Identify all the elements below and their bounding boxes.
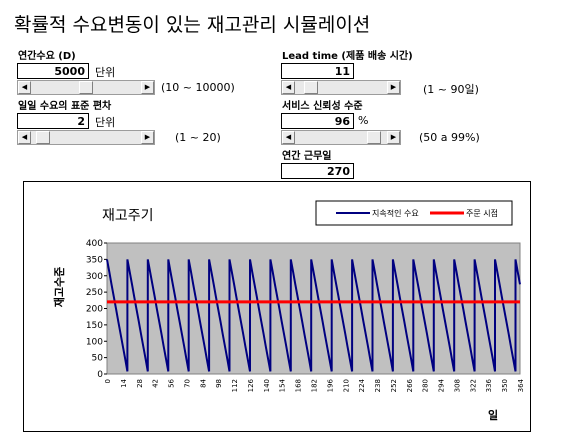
x-tick-label: 210 — [342, 379, 350, 392]
x-tick-label: 42 — [152, 379, 160, 388]
daily-sd-unit: 단위 — [95, 116, 116, 129]
x-tick-label: 350 — [501, 379, 509, 392]
lead-time-range: (1 ~ 90일) — [423, 83, 479, 96]
x-tick-label: 238 — [374, 379, 382, 392]
lead-time-label: Lead time (제품 배송 시간) — [282, 51, 413, 62]
scroll-right-icon[interactable]: ▶ — [141, 131, 154, 144]
y-tick-label: 350 — [86, 255, 103, 265]
y-tick-label: 300 — [86, 272, 103, 282]
x-tick-label: 28 — [136, 379, 144, 388]
x-tick-label: 322 — [469, 379, 477, 392]
x-tick-label: 140 — [263, 379, 271, 392]
y-tick-label: 50 — [92, 354, 104, 364]
inventory-chart-svg: 0 50 100 150 200 250 300 350 400 0 14 28 42 56 70 84 98… — [52, 200, 525, 422]
scroll-left-icon[interactable]: ◀ — [282, 131, 295, 144]
y-tick-label: 0 — [97, 370, 103, 380]
work-days-field[interactable]: 270 — [281, 163, 354, 179]
y-axis-label: 재고수준 — [52, 267, 66, 307]
work-days-label: 연간 근무일 — [282, 151, 332, 162]
annual-demand-label: 연간수요 (D) — [18, 51, 76, 62]
service-level-unit: % — [358, 114, 369, 127]
y-tick-label: 400 — [86, 239, 103, 249]
service-level-range: (50 a 99%) — [419, 131, 480, 144]
service-level-scrollbar[interactable]: ◀ ▶ — [281, 130, 401, 145]
x-axis-label: 일 — [488, 408, 498, 422]
x-tick-label: 168 — [295, 379, 303, 392]
y-tick-label: 250 — [86, 288, 103, 298]
x-tick-label: 182 — [311, 379, 319, 392]
x-tick-label: 266 — [406, 378, 414, 392]
inventory-chart: 0 50 100 150 200 250 300 350 400 0 14 28 42 56 70 84 98… — [23, 181, 531, 432]
annual-demand-scrollbar[interactable]: ◀ ▶ — [17, 80, 155, 95]
scrollbar-thumb[interactable] — [366, 131, 381, 144]
scroll-left-icon[interactable]: ◀ — [18, 131, 31, 144]
x-tick-label: 112 — [231, 379, 239, 392]
x-tick-label: 308 — [453, 379, 461, 392]
chart-title: 재고주기 — [102, 208, 154, 224]
scroll-left-icon[interactable]: ◀ — [18, 81, 31, 94]
daily-sd-range: (1 ~ 20) — [175, 131, 221, 144]
scroll-left-icon[interactable]: ◀ — [282, 81, 295, 94]
x-tick-label: 56 — [168, 378, 176, 387]
scroll-right-icon[interactable]: ▶ — [387, 81, 400, 94]
x-tick-label: 224 — [358, 378, 366, 392]
lead-time-scrollbar[interactable]: ◀ ▶ — [281, 80, 401, 95]
x-tick-label: 280 — [422, 379, 430, 392]
annual-demand-range: (10 ~ 10000) — [161, 81, 235, 94]
page-title: 확률적 수요변동이 있는 재고관리 시뮬레이션 — [14, 14, 371, 36]
y-tick-label: 150 — [86, 321, 103, 331]
x-tick-label: 98 — [215, 379, 223, 388]
x-tick-label: 126 — [247, 378, 255, 392]
annual-demand-field[interactable]: 5000 — [17, 63, 89, 79]
scrollbar-thumb[interactable] — [35, 131, 50, 144]
service-level-field[interactable]: 96 — [281, 113, 354, 129]
scroll-right-icon[interactable]: ▶ — [141, 81, 154, 94]
series-line-1 — [106, 259, 521, 372]
legend-label: 주문 시점 — [466, 208, 498, 218]
scrollbar-thumb[interactable] — [79, 81, 93, 94]
scrollbar-thumb[interactable] — [303, 81, 318, 94]
service-level-label: 서비스 신뢰성 수준 — [282, 101, 363, 112]
x-tick-label: 84 — [199, 378, 207, 387]
daily-sd-scrollbar[interactable]: ◀ ▶ — [17, 130, 155, 145]
lead-time-field[interactable]: 11 — [281, 63, 354, 79]
y-tick-label: 100 — [86, 337, 103, 347]
x-tick-label: 14 — [120, 378, 128, 387]
scroll-right-icon[interactable]: ▶ — [387, 131, 400, 144]
chart-legend: 지속적인 수요 주문 시점 — [315, 200, 513, 226]
x-tick-label: 252 — [390, 379, 398, 392]
daily-sd-field[interactable]: 2 — [17, 113, 89, 129]
x-tick-label: 294 — [438, 378, 446, 392]
daily-sd-label: 일일 수요의 표준 편차 — [18, 101, 112, 112]
y-tick-label: 200 — [86, 305, 103, 315]
legend-label: 지속적인 수요 — [372, 208, 419, 218]
x-tick-label: 70 — [183, 379, 191, 388]
x-tick-label: 336 — [485, 378, 493, 392]
annual-demand-unit: 단위 — [95, 66, 116, 79]
x-tick-label: 196 — [326, 378, 334, 392]
x-tick-label: 0 — [104, 379, 112, 383]
x-tick-label: 154 — [279, 378, 287, 392]
x-tick-label: 364 — [517, 378, 525, 392]
